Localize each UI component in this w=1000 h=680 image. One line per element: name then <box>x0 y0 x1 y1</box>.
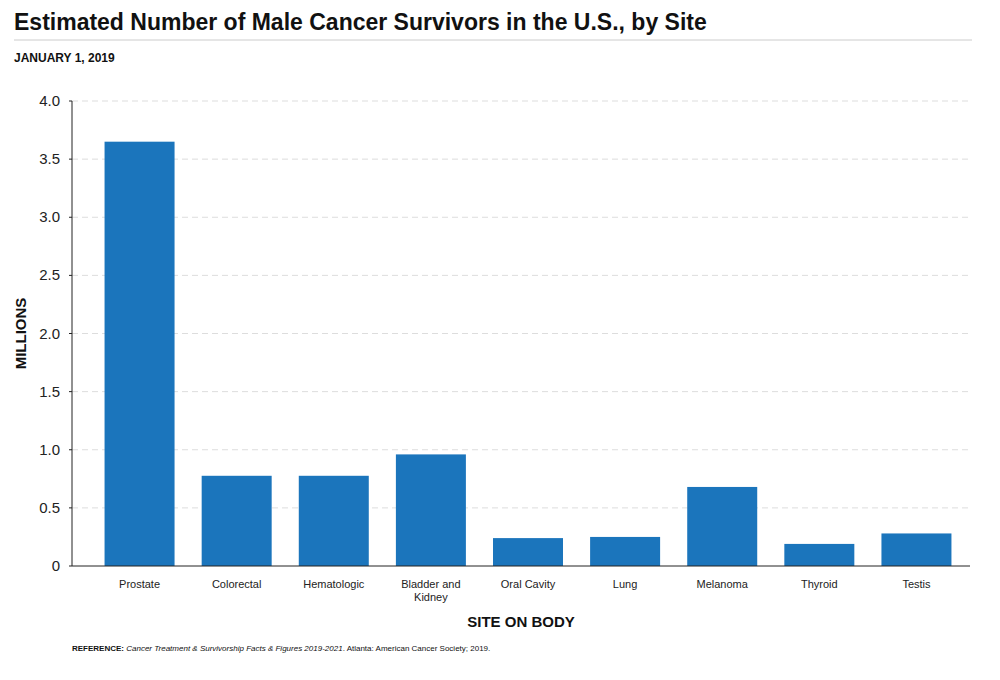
source-prefix: REFERENCE: <box>72 644 126 653</box>
tick-label: 0 <box>52 557 60 574</box>
tick-label: 3.0 <box>39 208 60 225</box>
bar <box>881 533 951 566</box>
source-suffix: . Atlanta: American Cancer Society; 2019… <box>343 644 491 653</box>
grid-line <box>72 217 970 218</box>
category-line: Thyroid <box>801 578 838 590</box>
source-title: Cancer Treatment & Survivorship Facts & … <box>126 644 342 653</box>
bar <box>784 544 854 566</box>
category-label: Bladder andKidney <box>401 578 460 603</box>
category-label: Thyroid <box>801 578 838 590</box>
category-line: Bladder and <box>401 578 460 590</box>
grid-line <box>72 391 970 392</box>
tick-label: 1.0 <box>39 441 60 458</box>
tick-label: 0.5 <box>39 499 60 516</box>
category-line: Testis <box>902 578 931 590</box>
chart: Estimated Number of Male Cancer Survivor… <box>0 0 1000 680</box>
bar <box>590 537 660 566</box>
tick-label: 1.5 <box>39 383 60 400</box>
bar <box>396 454 466 566</box>
grid-line <box>72 449 970 450</box>
title-rule <box>14 40 972 41</box>
grid-line <box>72 333 970 334</box>
category-label: Lung <box>613 578 637 590</box>
bar <box>105 142 175 566</box>
source: REFERENCE: Cancer Treatment & Survivorsh… <box>72 644 490 653</box>
y-axis <box>72 101 73 566</box>
grid-line <box>72 159 970 160</box>
tick-label: 3.5 <box>39 150 60 167</box>
x-axis <box>72 566 970 567</box>
category-line: Oral Cavity <box>501 578 556 590</box>
category-label: Prostate <box>119 578 160 590</box>
category-line: Prostate <box>119 578 160 590</box>
tick-label: 2.0 <box>39 325 60 342</box>
grid-line <box>72 275 970 276</box>
category-label: Testis <box>902 578 931 590</box>
category-line: Lung <box>613 578 637 590</box>
category-line: Hematologic <box>303 578 365 590</box>
bars <box>105 142 952 566</box>
y-axis-label: MILLIONS <box>12 298 29 370</box>
category-line: Kidney <box>414 591 448 603</box>
bar <box>202 476 272 566</box>
title: Estimated Number of Male Cancer Survivor… <box>14 9 707 35</box>
bar <box>493 538 563 566</box>
category-label: Colorectal <box>212 578 262 590</box>
category-label: Hematologic <box>303 578 365 590</box>
category-line: Melanoma <box>697 578 749 590</box>
tick-label: 4.0 <box>39 92 60 109</box>
grid-line <box>72 101 970 102</box>
category-label: Melanoma <box>697 578 749 590</box>
category-label: Oral Cavity <box>501 578 556 590</box>
bar <box>687 487 757 566</box>
bar <box>299 476 369 566</box>
subtitle: JANUARY 1, 2019 <box>14 51 115 65</box>
x-axis-label: SITE ON BODY <box>467 613 575 630</box>
tick-label: 2.5 <box>39 266 60 283</box>
category-line: Colorectal <box>212 578 262 590</box>
